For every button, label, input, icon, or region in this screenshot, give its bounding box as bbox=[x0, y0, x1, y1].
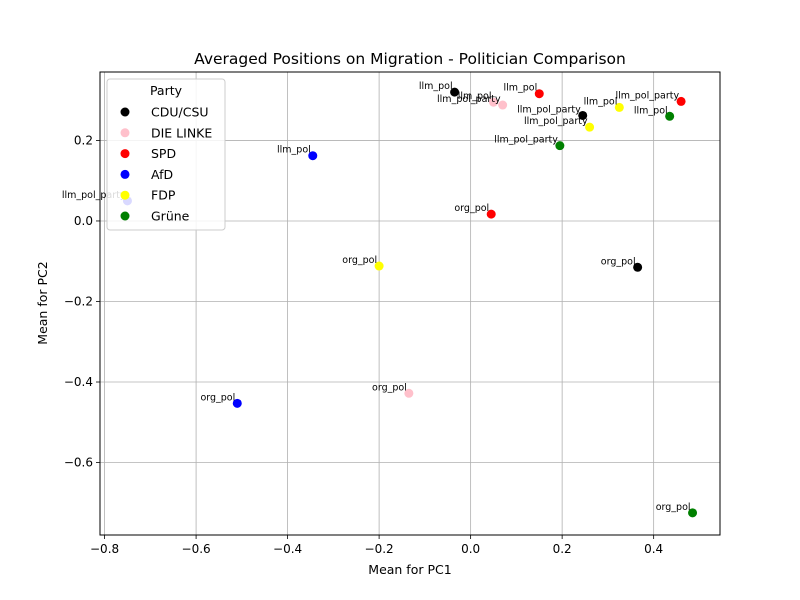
data-point bbox=[374, 261, 384, 271]
plot-frame bbox=[99, 71, 721, 536]
data-point bbox=[486, 209, 496, 219]
x-tick-label: 0.0 bbox=[461, 542, 480, 556]
legend-marker bbox=[120, 169, 130, 179]
legend-entries: CDU/CSU DIE LINKE SPD AfD FDP Grüne bbox=[120, 105, 212, 224]
point-label: llm_pol_party bbox=[494, 135, 558, 146]
legend: Party CDU/CSU DIE LINKE SPD AfD FDP Grüne bbox=[106, 78, 226, 231]
data-point bbox=[404, 388, 414, 398]
x-axis-label: Mean for PC1 bbox=[368, 562, 451, 577]
point-label: org_pol bbox=[601, 256, 636, 267]
y-tick-label: −0.2 bbox=[64, 294, 93, 308]
legend-title: Party bbox=[150, 83, 183, 98]
legend-entry-label: CDU/CSU bbox=[151, 105, 209, 120]
data-point bbox=[614, 102, 624, 112]
point-label: llm_pol bbox=[458, 91, 492, 102]
legend-marker bbox=[120, 211, 130, 221]
data-point bbox=[676, 96, 686, 106]
x-tick-label: −0.4 bbox=[273, 542, 302, 556]
point-label: org_pol bbox=[200, 392, 235, 403]
chart-title: Averaged Positions on Migration - Politi… bbox=[194, 50, 626, 68]
legend-entry-label: DIE LINKE bbox=[151, 125, 212, 140]
point-labels-layer: llm_polllm_pol_partyorg_polllm_polllm_po… bbox=[62, 81, 691, 513]
data-point bbox=[498, 100, 508, 110]
legend-entry-label: FDP bbox=[151, 188, 176, 203]
point-label: llm_pol bbox=[419, 81, 453, 92]
data-point bbox=[555, 141, 565, 151]
point-label: org_pol bbox=[372, 382, 407, 393]
data-point bbox=[534, 89, 544, 99]
point-label: llm_pol_party bbox=[62, 190, 126, 201]
points-layer bbox=[122, 87, 698, 518]
point-label: llm_pol_party bbox=[524, 116, 588, 127]
ticks-layer: −0.8 −0.6 −0.4 −0.2 0.0 0.2 0.4 −0.6 −0.4 −0.2 0.0… bbox=[64, 133, 663, 556]
x-tick-label: −0.6 bbox=[182, 542, 211, 556]
x-tick-label: 0.4 bbox=[644, 542, 663, 556]
legend-marker bbox=[120, 128, 130, 138]
point-label: llm_pol bbox=[584, 96, 618, 107]
point-label: llm_pol_party bbox=[437, 94, 501, 105]
data-point bbox=[665, 111, 675, 121]
legend-marker bbox=[120, 107, 130, 117]
y-axis-label: Mean for PC2 bbox=[35, 261, 50, 344]
point-label: org_pol bbox=[656, 502, 691, 513]
x-tick-label: −0.8 bbox=[90, 542, 119, 556]
data-point bbox=[489, 97, 499, 107]
y-tick-label: −0.4 bbox=[64, 375, 93, 389]
point-label: org_pol bbox=[342, 255, 377, 266]
data-point bbox=[633, 262, 643, 272]
point-label: llm_pol bbox=[503, 83, 537, 94]
point-label: llm_pol_party bbox=[517, 104, 581, 115]
x-tick-label: 0.2 bbox=[553, 542, 572, 556]
y-tick-label: −0.6 bbox=[64, 456, 93, 470]
y-tick-label: 0.0 bbox=[74, 214, 93, 228]
legend-marker bbox=[120, 149, 130, 159]
point-label: llm_pol_party bbox=[615, 90, 679, 101]
legend-entry-label: Grüne bbox=[151, 209, 190, 224]
legend-marker bbox=[120, 190, 130, 200]
y-tick-label: 0.2 bbox=[74, 133, 93, 147]
data-point bbox=[232, 398, 242, 408]
point-label: llm_pol bbox=[277, 145, 311, 156]
data-point bbox=[450, 87, 460, 97]
data-point bbox=[585, 122, 595, 132]
x-tick-label: −0.2 bbox=[365, 542, 394, 556]
legend-entry-label: SPD bbox=[151, 146, 176, 161]
point-label: llm_pol bbox=[634, 105, 668, 116]
point-label: org_pol bbox=[454, 203, 489, 214]
data-point bbox=[688, 508, 698, 518]
data-point bbox=[578, 110, 588, 120]
legend-box bbox=[106, 78, 226, 231]
legend-entry-label: AfD bbox=[151, 167, 173, 182]
data-point bbox=[308, 151, 318, 161]
